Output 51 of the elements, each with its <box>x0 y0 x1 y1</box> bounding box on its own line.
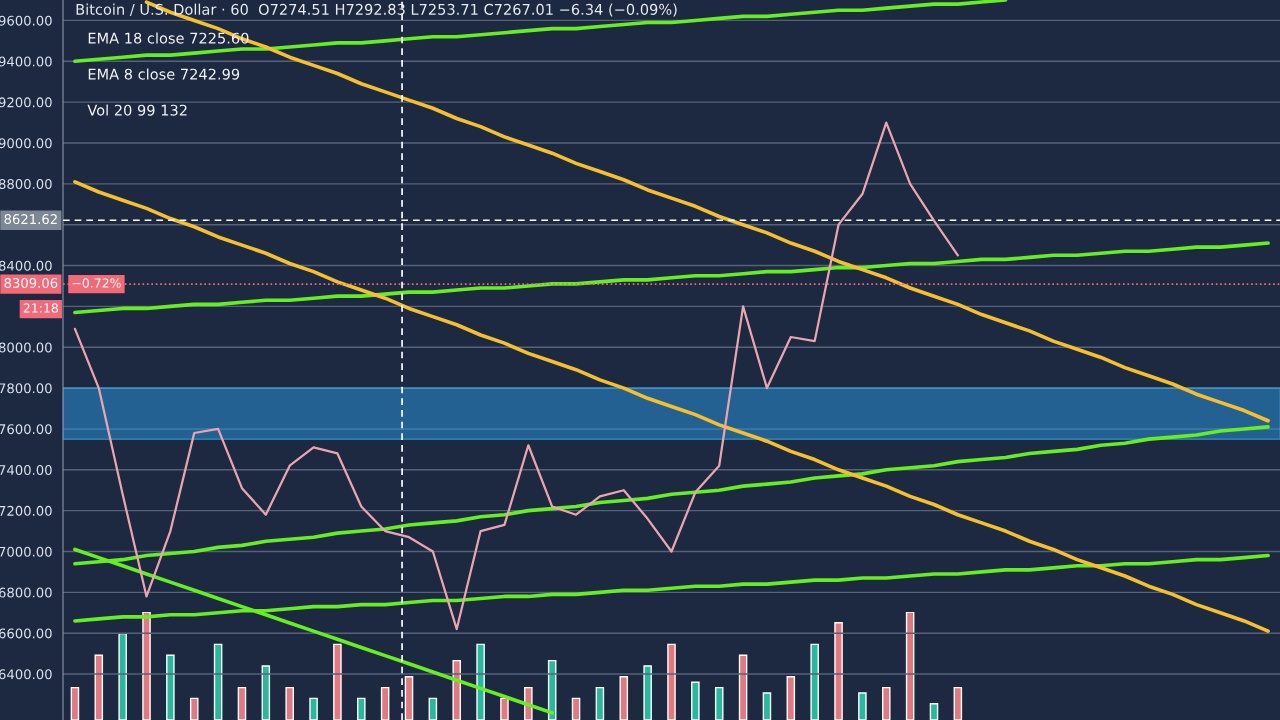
y-tick-label: 7200.00 <box>0 505 52 516</box>
bar <box>667 643 676 720</box>
y-tick-label: 7600.00 <box>0 424 52 435</box>
bar <box>738 654 748 720</box>
bar <box>357 697 366 720</box>
bar <box>189 697 199 720</box>
y-tick-label: 7800.00 <box>0 383 52 394</box>
bar <box>309 697 318 720</box>
line-series <box>73 121 959 631</box>
y-tick-label: 7400.00 <box>0 465 52 475</box>
bar <box>500 697 509 720</box>
bar <box>166 654 175 720</box>
bar <box>404 676 414 720</box>
line-series <box>73 0 1008 64</box>
bar <box>834 622 843 720</box>
bar <box>476 643 485 720</box>
bar <box>786 676 796 720</box>
bar <box>261 665 271 720</box>
bar <box>762 692 772 720</box>
line-series <box>73 241 1270 315</box>
bar <box>905 612 915 720</box>
bar <box>70 686 80 720</box>
bar <box>213 643 223 720</box>
text: 21:18 <box>23 303 58 313</box>
bar <box>953 686 963 720</box>
annotation: Vol 20 99 132 <box>87 104 187 116</box>
bar <box>929 703 939 720</box>
bar <box>285 686 294 720</box>
bar <box>380 686 390 720</box>
bar <box>595 686 605 720</box>
bar <box>881 686 891 720</box>
bar <box>237 686 247 720</box>
bar <box>118 632 127 720</box>
bar <box>94 654 104 720</box>
y-tick-label: 7000.00 <box>0 546 52 557</box>
annotation: EMA 8 close 7242.99 <box>88 68 240 80</box>
bar <box>643 665 652 720</box>
bar <box>142 612 151 720</box>
ref-line-label: 8621.62 <box>4 214 57 225</box>
bar <box>714 686 724 720</box>
ref-line-label: 8309.06 <box>4 277 58 288</box>
bar <box>333 643 342 720</box>
annotation: −0.72% <box>72 278 121 288</box>
bar <box>619 676 629 720</box>
bar <box>571 697 581 720</box>
bar <box>452 659 462 720</box>
bar <box>428 697 438 720</box>
bar <box>810 643 819 720</box>
line-series <box>73 179 1270 633</box>
bar <box>691 681 700 720</box>
bar <box>858 692 867 720</box>
